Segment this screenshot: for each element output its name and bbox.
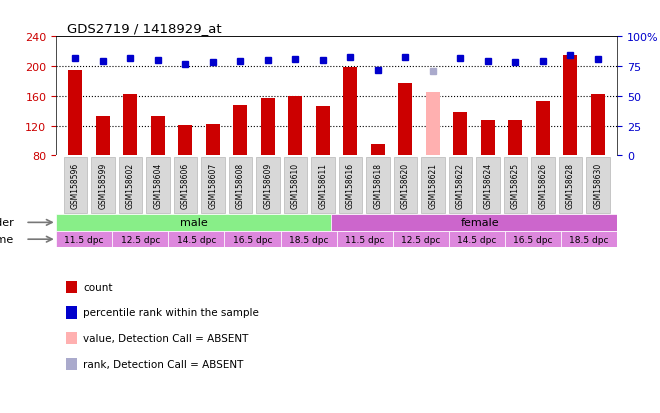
- Text: GSM158611: GSM158611: [318, 162, 327, 208]
- Text: 16.5 dpc: 16.5 dpc: [513, 235, 552, 244]
- FancyBboxPatch shape: [393, 157, 417, 213]
- FancyBboxPatch shape: [366, 157, 389, 213]
- Bar: [505, 231, 561, 248]
- Bar: [481, 121, 495, 156]
- Text: 18.5 dpc: 18.5 dpc: [289, 235, 328, 244]
- Text: 16.5 dpc: 16.5 dpc: [233, 235, 272, 244]
- Text: GSM158610: GSM158610: [291, 162, 300, 208]
- Bar: [288, 97, 302, 156]
- FancyBboxPatch shape: [63, 157, 87, 213]
- FancyBboxPatch shape: [476, 157, 500, 213]
- Bar: [316, 106, 330, 156]
- Text: GSM158620: GSM158620: [401, 162, 410, 208]
- FancyBboxPatch shape: [586, 157, 610, 213]
- Bar: [224, 231, 280, 248]
- Bar: [112, 231, 168, 248]
- Text: GSM158624: GSM158624: [483, 162, 492, 208]
- Bar: [591, 95, 605, 156]
- Text: 14.5 dpc: 14.5 dpc: [457, 235, 496, 244]
- Bar: [536, 102, 550, 156]
- Text: GSM158626: GSM158626: [539, 162, 547, 208]
- Bar: [564, 56, 578, 156]
- Text: GSM158618: GSM158618: [374, 162, 382, 208]
- Bar: [337, 231, 393, 248]
- Text: GSM158630: GSM158630: [593, 162, 603, 208]
- FancyBboxPatch shape: [421, 157, 445, 213]
- Text: rank, Detection Call = ABSENT: rank, Detection Call = ABSENT: [83, 359, 244, 369]
- FancyBboxPatch shape: [228, 157, 252, 213]
- Text: GSM158625: GSM158625: [511, 162, 520, 208]
- Bar: [280, 231, 337, 248]
- FancyBboxPatch shape: [449, 157, 472, 213]
- Text: GSM158622: GSM158622: [456, 162, 465, 208]
- Text: gender: gender: [0, 218, 14, 228]
- Bar: [151, 117, 165, 156]
- Text: 18.5 dpc: 18.5 dpc: [570, 235, 609, 244]
- FancyBboxPatch shape: [311, 157, 335, 213]
- Bar: [69, 71, 82, 156]
- FancyBboxPatch shape: [201, 157, 224, 213]
- Bar: [234, 106, 248, 156]
- Text: male: male: [180, 218, 207, 228]
- Text: GSM158608: GSM158608: [236, 162, 245, 208]
- Text: 14.5 dpc: 14.5 dpc: [177, 235, 216, 244]
- FancyBboxPatch shape: [558, 157, 582, 213]
- Bar: [56, 231, 112, 248]
- Bar: [178, 126, 192, 156]
- Text: GSM158596: GSM158596: [71, 162, 80, 208]
- Text: count: count: [83, 282, 113, 292]
- Bar: [399, 84, 412, 156]
- Text: GSM158609: GSM158609: [263, 162, 273, 208]
- FancyBboxPatch shape: [256, 157, 280, 213]
- Bar: [453, 113, 467, 156]
- Bar: [426, 93, 440, 156]
- FancyBboxPatch shape: [91, 157, 115, 213]
- Text: value, Detection Call = ABSENT: value, Detection Call = ABSENT: [83, 333, 249, 343]
- Text: GSM158621: GSM158621: [428, 162, 438, 208]
- Text: time: time: [0, 235, 14, 244]
- Bar: [508, 121, 522, 156]
- Text: female: female: [460, 218, 499, 228]
- Text: GSM158602: GSM158602: [126, 162, 135, 208]
- Bar: [261, 99, 275, 156]
- Text: 11.5 dpc: 11.5 dpc: [65, 235, 104, 244]
- Bar: [96, 117, 110, 156]
- Text: percentile rank within the sample: percentile rank within the sample: [83, 308, 259, 318]
- FancyBboxPatch shape: [146, 157, 170, 213]
- FancyBboxPatch shape: [119, 157, 142, 213]
- Text: GSM158616: GSM158616: [346, 162, 355, 208]
- Bar: [168, 231, 224, 248]
- Bar: [331, 214, 628, 231]
- Text: GSM158628: GSM158628: [566, 162, 575, 208]
- Bar: [449, 231, 505, 248]
- Text: GSM158604: GSM158604: [153, 162, 162, 208]
- Text: GDS2719 / 1418929_at: GDS2719 / 1418929_at: [67, 21, 222, 35]
- Bar: [393, 231, 449, 248]
- Bar: [56, 214, 331, 231]
- Bar: [371, 145, 385, 156]
- Bar: [343, 68, 357, 156]
- Text: 12.5 dpc: 12.5 dpc: [121, 235, 160, 244]
- Text: GSM158607: GSM158607: [209, 162, 217, 208]
- FancyBboxPatch shape: [504, 157, 527, 213]
- Bar: [206, 125, 220, 156]
- Text: 12.5 dpc: 12.5 dpc: [401, 235, 440, 244]
- Bar: [123, 95, 137, 156]
- Text: 11.5 dpc: 11.5 dpc: [345, 235, 384, 244]
- Text: GSM158606: GSM158606: [181, 162, 190, 208]
- FancyBboxPatch shape: [531, 157, 554, 213]
- FancyBboxPatch shape: [284, 157, 307, 213]
- Text: GSM158599: GSM158599: [98, 162, 108, 208]
- FancyBboxPatch shape: [339, 157, 362, 213]
- Bar: [561, 231, 617, 248]
- FancyBboxPatch shape: [174, 157, 197, 213]
